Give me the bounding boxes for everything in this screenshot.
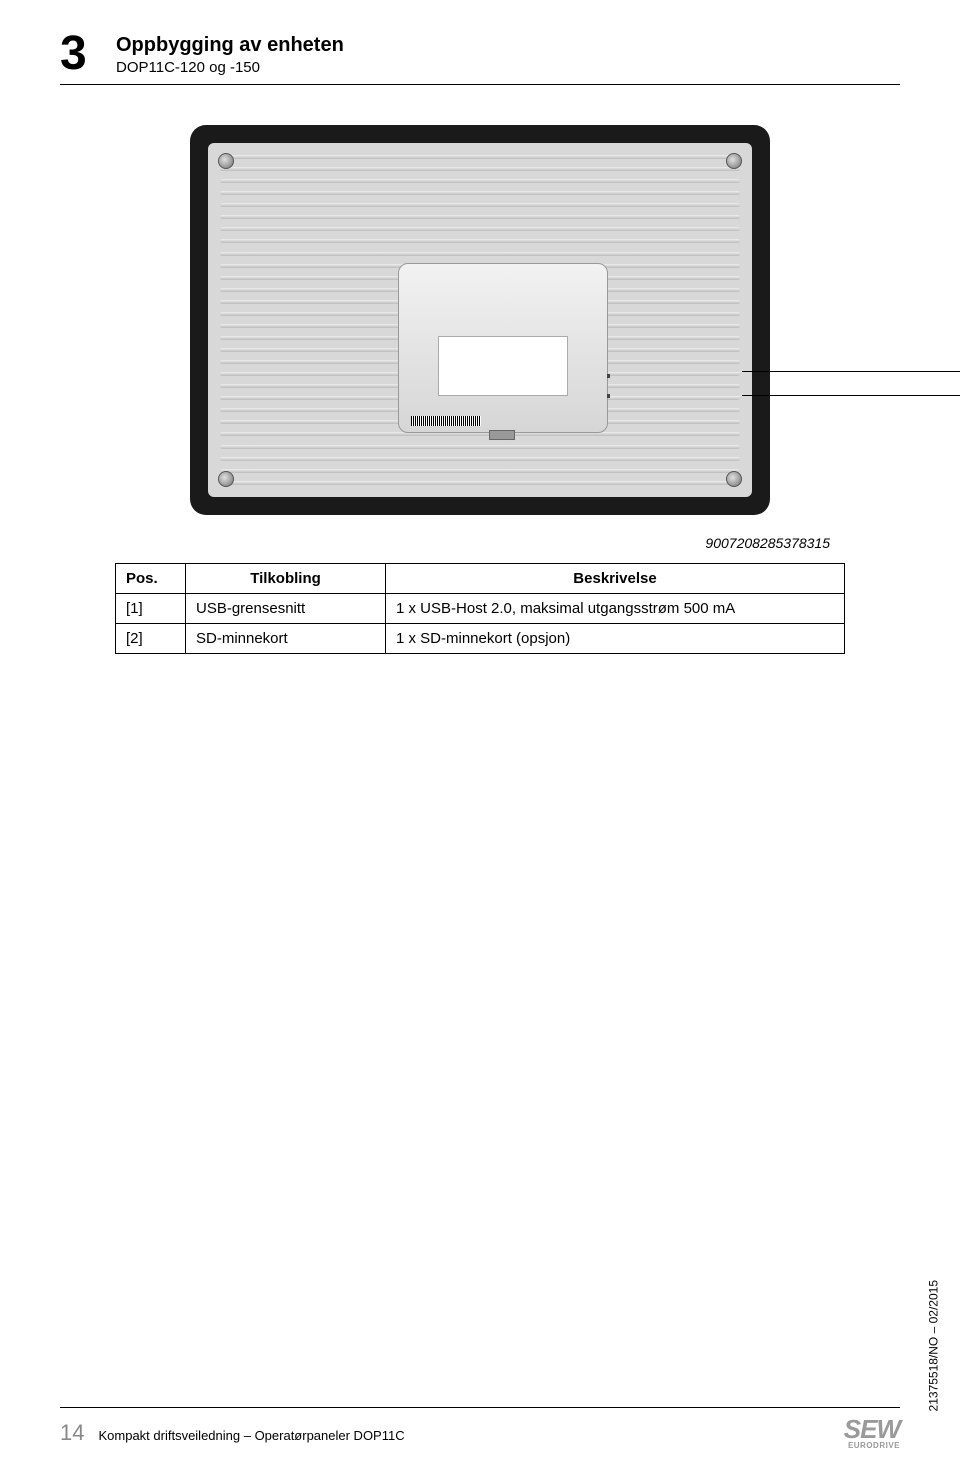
logo-text: SEW xyxy=(844,1416,900,1442)
header-divider xyxy=(60,84,900,85)
footer-doc-title: Kompakt driftsveiledning – Operatørpanel… xyxy=(98,1428,404,1443)
page-header: 3 Oppbygging av enheten DOP11C-120 og -1… xyxy=(60,30,900,78)
figure-id: 9007208285378315 xyxy=(60,535,830,551)
col-beskrivelse: Beskrivelse xyxy=(386,564,845,594)
col-tilkobling: Tilkobling xyxy=(186,564,386,594)
cell-pos: [2] xyxy=(116,624,186,654)
barcode-icon xyxy=(411,416,481,426)
logo-subtext: EURODRIVE xyxy=(848,1442,900,1450)
usb-slot xyxy=(607,374,610,378)
device-rear-view xyxy=(190,125,770,515)
cell-conn: SD-minnekort xyxy=(186,624,386,654)
connection-table: Pos. Tilkobling Beskrivelse [1] USB-gren… xyxy=(115,563,845,654)
page-footer: 14 Kompakt driftsveiledning – Operatørpa… xyxy=(60,1407,900,1450)
col-pos: Pos. xyxy=(116,564,186,594)
cell-desc: 1 x SD-minnekort (opsjon) xyxy=(386,624,845,654)
table-row: [1] USB-grensesnitt 1 x USB-Host 2.0, ma… xyxy=(116,594,845,624)
header-text: Oppbygging av enheten DOP11C-120 og -150 xyxy=(116,30,900,76)
side-doc-code: 21375518/NO – 02/2015 xyxy=(926,1280,940,1411)
table-row: [2] SD-minnekort 1 x SD-minnekort (opsjo… xyxy=(116,624,845,654)
section-subtitle: DOP11C-120 og -150 xyxy=(116,59,900,76)
device-figure: [1] [2] xyxy=(60,125,900,515)
device-module xyxy=(398,263,608,433)
section-title: Oppbygging av enheten xyxy=(116,34,900,57)
cell-pos: [1] xyxy=(116,594,186,624)
sd-slot xyxy=(607,394,610,398)
section-number: 3 xyxy=(60,30,100,78)
page-number: 14 xyxy=(60,1420,84,1446)
cell-desc: 1 x USB-Host 2.0, maksimal utgangsstrøm … xyxy=(386,594,845,624)
cell-conn: USB-grensesnitt xyxy=(186,594,386,624)
figure-callouts: [1] [2] xyxy=(900,125,960,515)
terminal-block xyxy=(489,430,515,440)
sew-logo: SEW EURODRIVE xyxy=(844,1416,900,1450)
device-type-plate xyxy=(438,336,568,396)
